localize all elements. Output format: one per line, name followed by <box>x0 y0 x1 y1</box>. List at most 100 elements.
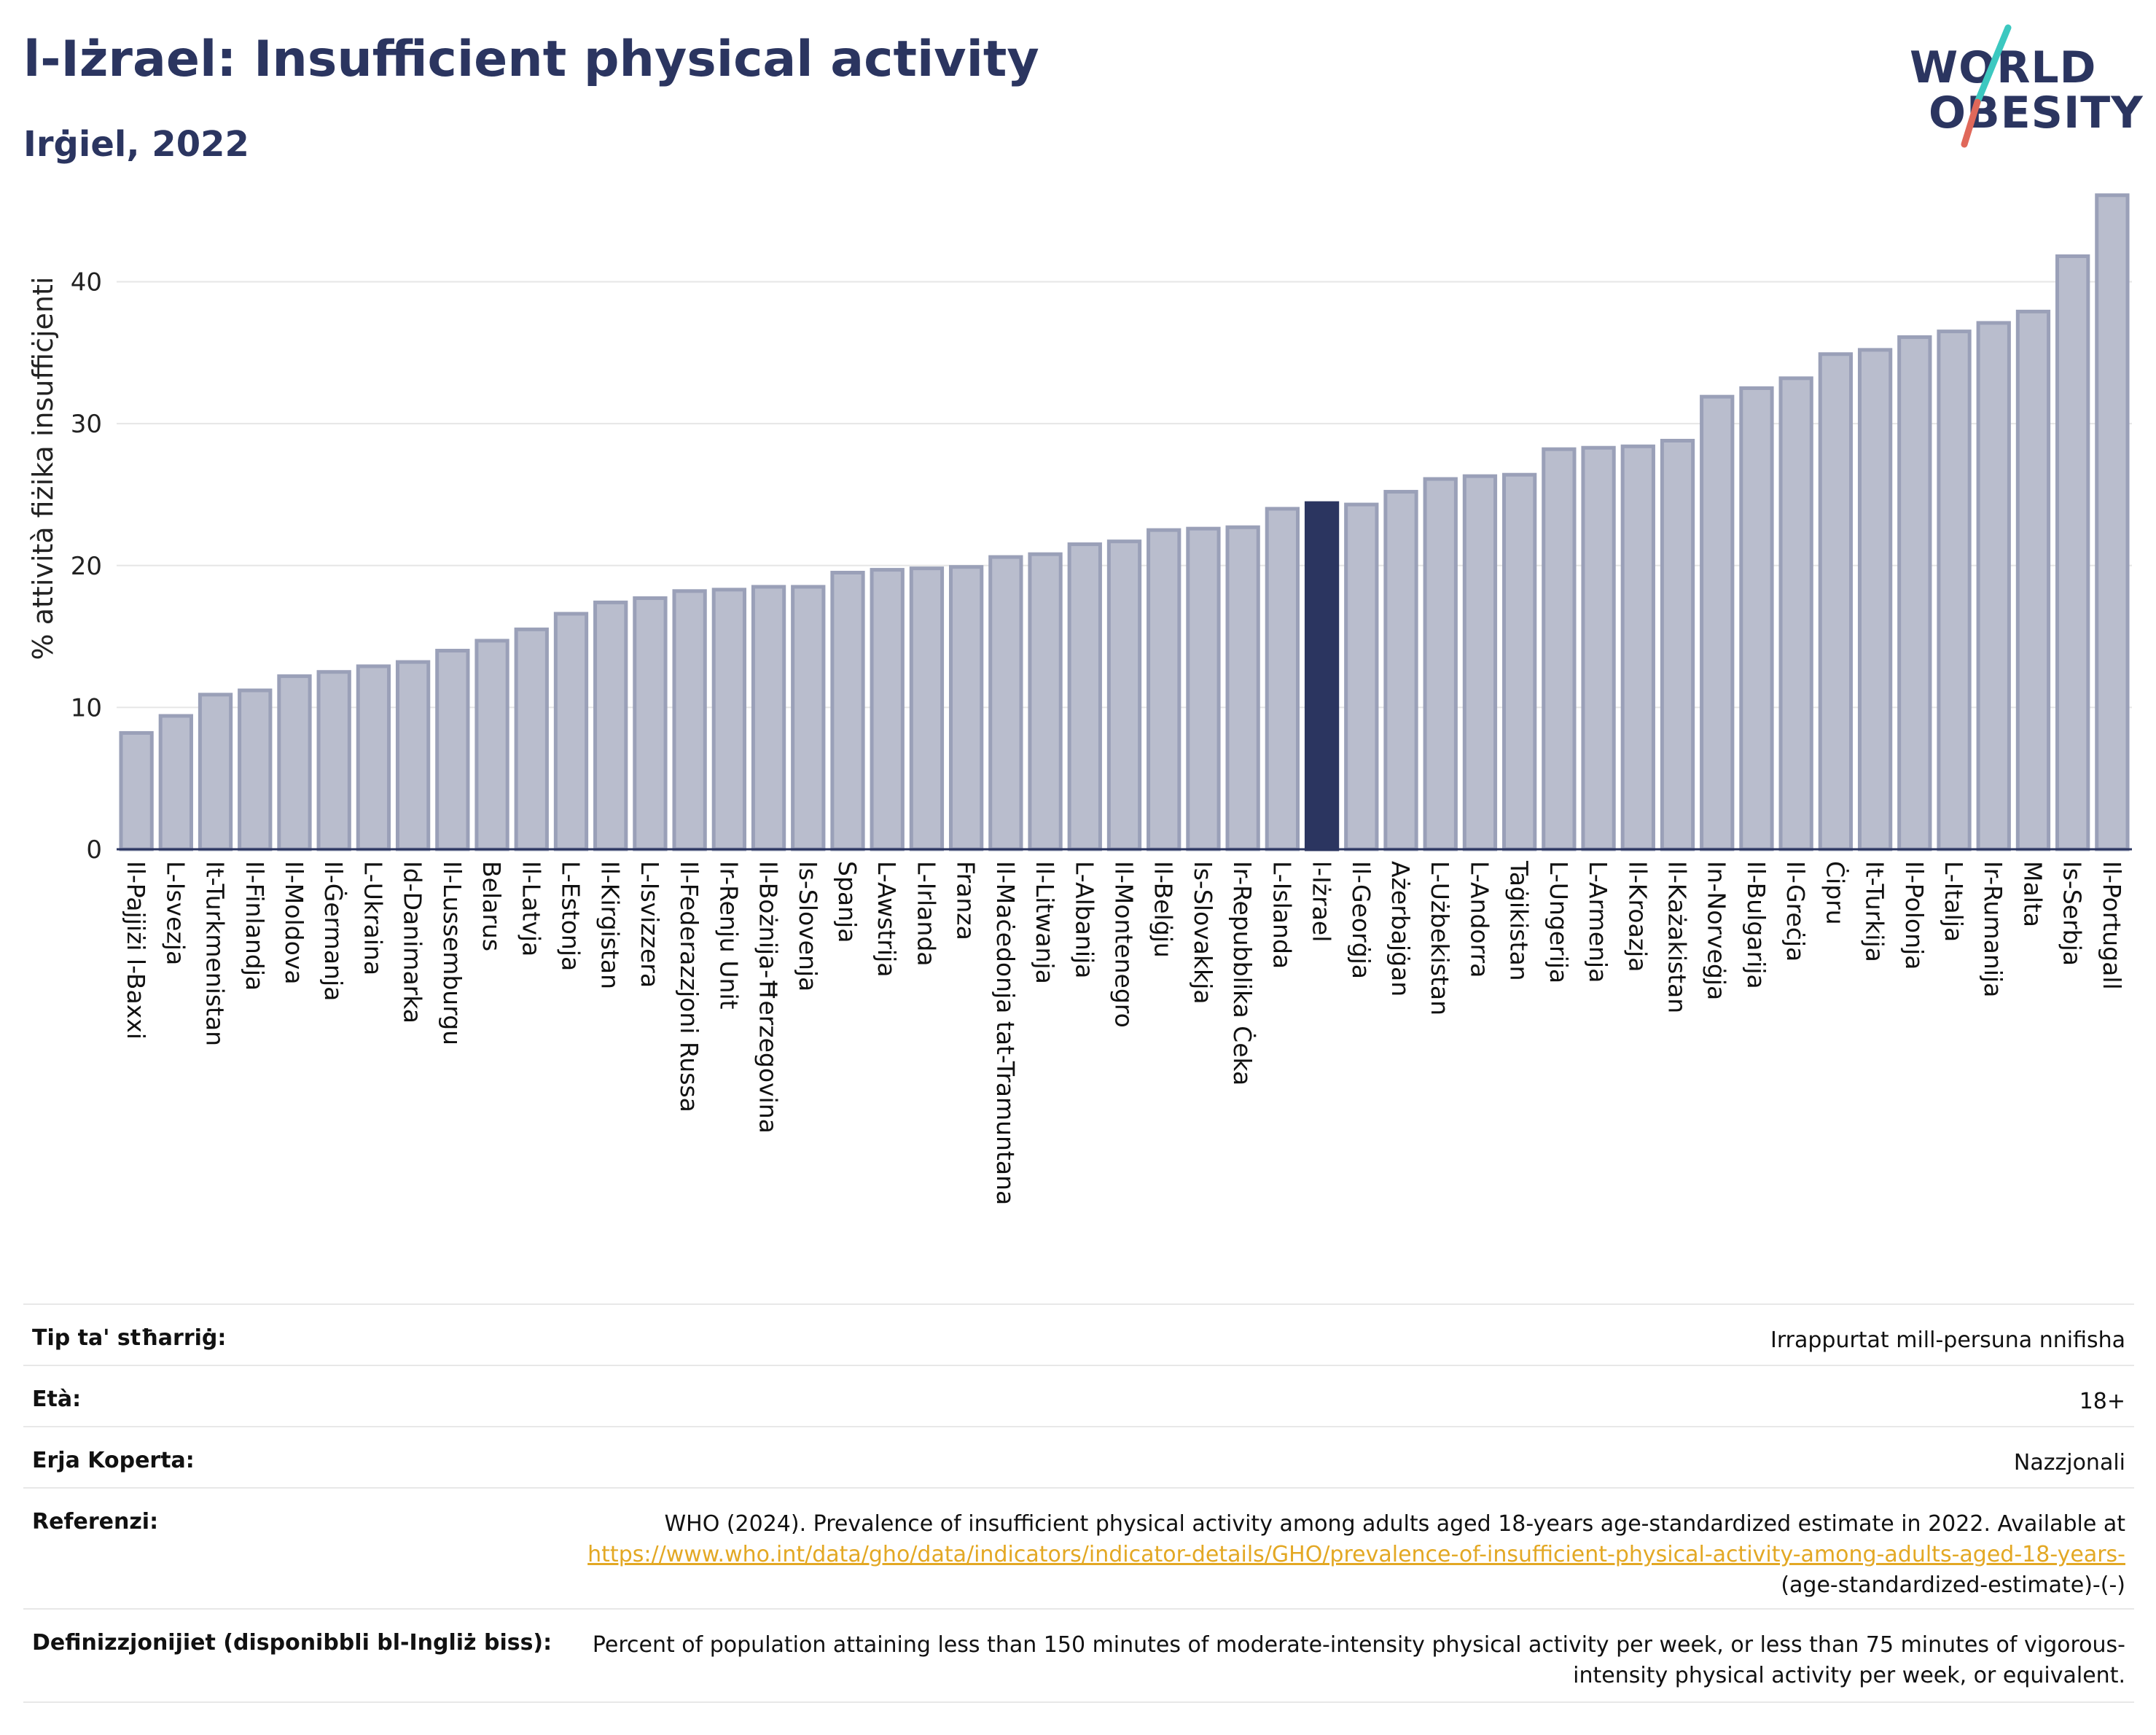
x-tick-label: Is-Serbja <box>2058 861 2087 966</box>
bar <box>711 588 746 851</box>
x-tick-label: Il-Pajjiżi l-Baxxi <box>122 861 150 1040</box>
bar <box>316 670 351 851</box>
bar <box>198 693 233 851</box>
bar <box>791 585 826 851</box>
x-tick-label: Il-Ġermanja <box>319 861 348 1001</box>
bar <box>1225 525 1260 851</box>
bar <box>1423 477 1458 851</box>
y-tick-label: 30 <box>71 410 102 439</box>
page-title: l-Iżrael: Insufficient physical activity <box>23 31 1039 88</box>
bar <box>1739 386 1774 851</box>
x-tick-label: Il-Każakistan <box>1663 861 1692 1013</box>
bar <box>514 627 549 851</box>
page-subtitle: Irġiel, 2022 <box>23 124 249 165</box>
x-tick-label: Franza <box>952 861 980 940</box>
bar <box>1462 474 1498 851</box>
x-tick-label: Il-Portugall <box>2098 861 2126 990</box>
bar <box>1660 438 1695 851</box>
x-tick-label: Is-Slovenja <box>794 861 822 991</box>
bar <box>1067 542 1102 851</box>
logo-line1: WORLD <box>1910 42 2097 93</box>
bar <box>988 555 1023 851</box>
x-tick-label: Il-Bulgarija <box>1742 861 1770 989</box>
meta-row-definitions: Definizzjonijiet (disponibbli bl-Ingliż … <box>23 1608 2134 1703</box>
bar <box>1304 501 1340 851</box>
x-tick-label: L-Ungerija <box>1544 861 1573 983</box>
bar <box>435 649 470 851</box>
bar <box>1383 490 1418 851</box>
meta-value: Irrappurtat mill-persuna nnifisha <box>1770 1327 2125 1353</box>
x-tick-label: L-Isvizzera <box>636 861 664 988</box>
meta-label: Tip ta' stħarriġ: <box>32 1325 227 1351</box>
x-tick-label: Il-Montenegro <box>1110 861 1138 1028</box>
x-tick-label: L-Andorra <box>1465 861 1493 978</box>
bar <box>1265 507 1300 851</box>
metadata-table: Tip ta' stħarriġ: Irrappurtat mill-persu… <box>23 1303 2134 1703</box>
world-obesity-logo: WORLD OBESITY <box>1895 15 2143 160</box>
x-tick-label: L-Armenja <box>1584 861 1612 983</box>
bar <box>2095 193 2130 851</box>
bar <box>158 714 193 851</box>
meta-label: Età: <box>32 1387 82 1412</box>
meta-row-age: Età: 18+ <box>23 1365 2134 1426</box>
bar <box>1186 526 1221 851</box>
x-tick-label: Il-Maċedonja tat-Tramuntana <box>991 861 1020 1205</box>
bar <box>948 565 984 851</box>
x-tick-label: Ir-Repubblika Ċeka <box>1228 861 1257 1085</box>
x-tick-label: Malta <box>2018 861 2047 927</box>
x-tick-label: L-Irlanda <box>912 861 940 967</box>
meta-label: Erja Koperta: <box>32 1448 195 1473</box>
x-tick-label: L-Albanija <box>1070 861 1098 978</box>
bar <box>1897 335 1932 851</box>
x-tick-label: Belarus <box>477 861 506 951</box>
bar <box>870 568 905 851</box>
x-tick-label: Il-Litwanja <box>1031 861 1059 984</box>
meta-value: Nazzjonali <box>2013 1450 2125 1475</box>
meta-value: 18+ <box>2079 1389 2125 1414</box>
x-tick-label: Il-Kroazja <box>1623 861 1652 972</box>
bar <box>277 674 312 851</box>
bar <box>1700 394 1735 851</box>
bar <box>751 585 786 851</box>
meta-label: Definizzjonijiet (disponibbli bl-Ingliż … <box>32 1630 552 1656</box>
meta-row-survey-type: Tip ta' stħarriġ: Irrappurtat mill-persu… <box>23 1303 2134 1365</box>
x-tick-label: Taġikistan <box>1505 860 1534 981</box>
logo-line2: OBESITY <box>1929 87 2144 139</box>
x-tick-label: L-Użbekistan <box>1426 861 1454 1015</box>
bar <box>1147 528 1181 851</box>
definition-text: Percent of population attaining less tha… <box>592 1632 2125 1688</box>
x-tick-label: Ir-Renju Unit <box>714 861 743 1010</box>
bar <box>553 612 589 851</box>
bar <box>1542 447 1577 851</box>
bar <box>1818 352 1854 851</box>
x-tick-label: Il-Polonja <box>1900 861 1929 970</box>
x-tick-label: L-Italja <box>1940 861 1968 942</box>
x-tick-label: Ażerbajġan <box>1386 861 1415 997</box>
reference-text-before: WHO (2024). Prevalence of insufficient p… <box>664 1511 2125 1537</box>
bar <box>119 730 154 851</box>
bar <box>2015 309 2051 851</box>
bar <box>672 589 707 851</box>
x-tick-label: L-Awstrija <box>872 861 901 977</box>
bar <box>474 639 509 851</box>
bar <box>830 570 865 851</box>
x-tick-label: Il-Latvja <box>517 861 545 956</box>
bar <box>395 660 431 851</box>
bar <box>1106 539 1142 851</box>
x-tick-label: Il-Finlandja <box>241 861 269 991</box>
bar <box>1502 472 1537 851</box>
x-tick-label: Il-Lussemburgu <box>438 861 466 1045</box>
bar <box>1937 330 1972 851</box>
bar <box>909 566 945 851</box>
y-tick-label: 20 <box>71 552 102 581</box>
x-tick-label: Il-Belġju <box>1149 861 1178 958</box>
meta-row-references: Referenzi: WHO (2024). Prevalence of ins… <box>23 1487 2134 1608</box>
meta-label: Referenzi: <box>32 1509 159 1535</box>
x-tick-label: Is-Slovakkja <box>1189 861 1217 1005</box>
reference-link[interactable]: https://www.who.int/data/gho/data/indica… <box>587 1542 2125 1567</box>
x-tick-label: Il-Bożnija-Ħerzegovina <box>754 861 783 1134</box>
reference-text-after: (age-standardized-estimate)-(-) <box>1781 1572 2125 1598</box>
x-tick-label: Il-Moldova <box>280 861 308 985</box>
x-tick-label: l-Iżrael <box>1308 861 1336 942</box>
reference-text: WHO (2024). Prevalence of insufficient p… <box>558 1509 2125 1601</box>
